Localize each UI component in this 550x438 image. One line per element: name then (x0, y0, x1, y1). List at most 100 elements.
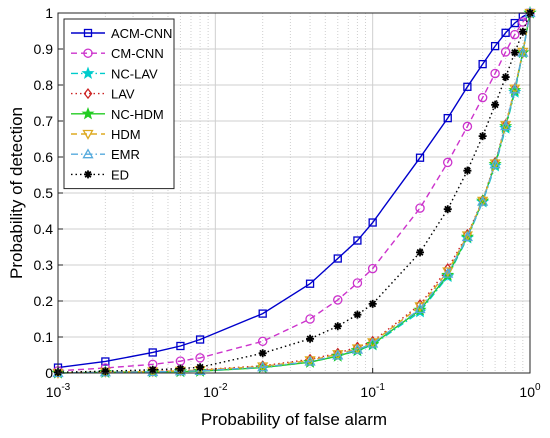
data-point (305, 314, 315, 324)
data-point (333, 322, 342, 331)
legend-item: EMR (71, 147, 140, 162)
data-point (477, 195, 489, 206)
data-point (148, 348, 157, 357)
data-point (478, 59, 487, 69)
legend-item: CM-CNN (71, 46, 164, 61)
data-point (148, 365, 157, 374)
data-point (510, 48, 519, 57)
legend-marker (81, 106, 95, 120)
data-point (510, 29, 520, 40)
legend-label: ACM-CNN (111, 26, 172, 41)
data-point (500, 120, 512, 131)
data-point (518, 17, 528, 27)
data-point (367, 263, 378, 274)
data-point (501, 73, 510, 82)
legend-item: ACM-CNN (71, 26, 172, 41)
data-point (490, 41, 500, 51)
y-tick-label: 0.7 (34, 113, 54, 129)
data-point (491, 100, 500, 109)
x-axis-label: Probability of false alarm (201, 410, 387, 429)
y-tick-label: 0.6 (34, 149, 54, 165)
legend-label: HDM (111, 127, 141, 142)
series-acm-cnn (53, 8, 535, 372)
data-point (415, 203, 425, 213)
x-tick-label: 10-3 (46, 382, 71, 400)
data-point (196, 363, 205, 372)
data-point (351, 343, 364, 354)
data-point (414, 303, 426, 314)
legend-label: EMR (111, 147, 140, 162)
legend-item: HDM (71, 127, 141, 142)
data-point (352, 278, 363, 288)
data-point (333, 254, 342, 263)
series-cm-cnn (53, 8, 535, 376)
series-line (57, 12, 531, 372)
data-point (489, 158, 501, 169)
legend-item: LAV (71, 87, 135, 102)
legend-item: ED (71, 167, 129, 182)
legend-marker (82, 129, 94, 140)
data-point (463, 82, 472, 91)
data-point (332, 349, 344, 360)
data-point (304, 355, 316, 366)
data-point (101, 357, 110, 366)
y-tick-label: 0.1 (34, 329, 54, 345)
data-point (368, 299, 377, 308)
data-point (478, 132, 487, 141)
legend-label: CM-CNN (111, 46, 164, 61)
data-point (257, 361, 269, 372)
legend-marker (84, 170, 92, 179)
legend-marker (81, 66, 95, 79)
data-point (442, 157, 453, 168)
legend-item: NC-HDM (71, 107, 164, 122)
data-point (258, 349, 267, 358)
legend-marker (83, 48, 93, 58)
data-point (195, 335, 205, 344)
legend-marker (82, 148, 94, 159)
y-tick-label: 0.9 (34, 41, 54, 57)
data-point (416, 248, 425, 257)
data-point (368, 218, 377, 227)
data-point (415, 153, 425, 162)
y-tick-label: 0.3 (34, 257, 54, 273)
data-point (101, 367, 110, 376)
y-tick-label: 0.2 (34, 293, 54, 309)
data-point (462, 121, 473, 132)
legend: ACM-CNN CM-CNN NC-LAV LAV NC-HDM HDM EMR ED (63, 18, 175, 190)
data-point (367, 337, 379, 348)
data-point (443, 205, 452, 214)
x-tick-label: 100 (519, 382, 541, 400)
series-line (57, 12, 531, 369)
data-point (500, 47, 511, 57)
data-point (490, 68, 500, 79)
data-point (195, 353, 205, 363)
data-point (353, 310, 362, 319)
data-point (305, 279, 315, 288)
data-point (306, 334, 315, 343)
y-tick-label: 1 (45, 5, 53, 21)
data-point (509, 83, 521, 94)
data-point (477, 92, 488, 103)
x-tick-label: 10-1 (360, 382, 385, 400)
data-point (353, 236, 362, 245)
data-point (517, 46, 529, 57)
legend-label: ED (111, 167, 129, 182)
data-point (257, 336, 268, 347)
legend-marker (83, 28, 93, 38)
y-tick-label: 0.5 (34, 185, 54, 201)
legend-label: NC-LAV (111, 66, 158, 81)
data-point (461, 231, 474, 242)
legend-marker (83, 88, 93, 100)
series-layer (51, 6, 537, 379)
data-point (333, 295, 343, 305)
data-point (442, 267, 454, 278)
data-point (518, 27, 527, 36)
y-tick-label: 0.4 (34, 221, 54, 237)
legend-label: NC-HDM (111, 107, 164, 122)
data-point (176, 341, 185, 351)
data-point (176, 364, 185, 373)
data-point (258, 309, 267, 318)
y-tick-label: 0 (45, 365, 53, 381)
legend-item: NC-LAV (71, 66, 158, 81)
